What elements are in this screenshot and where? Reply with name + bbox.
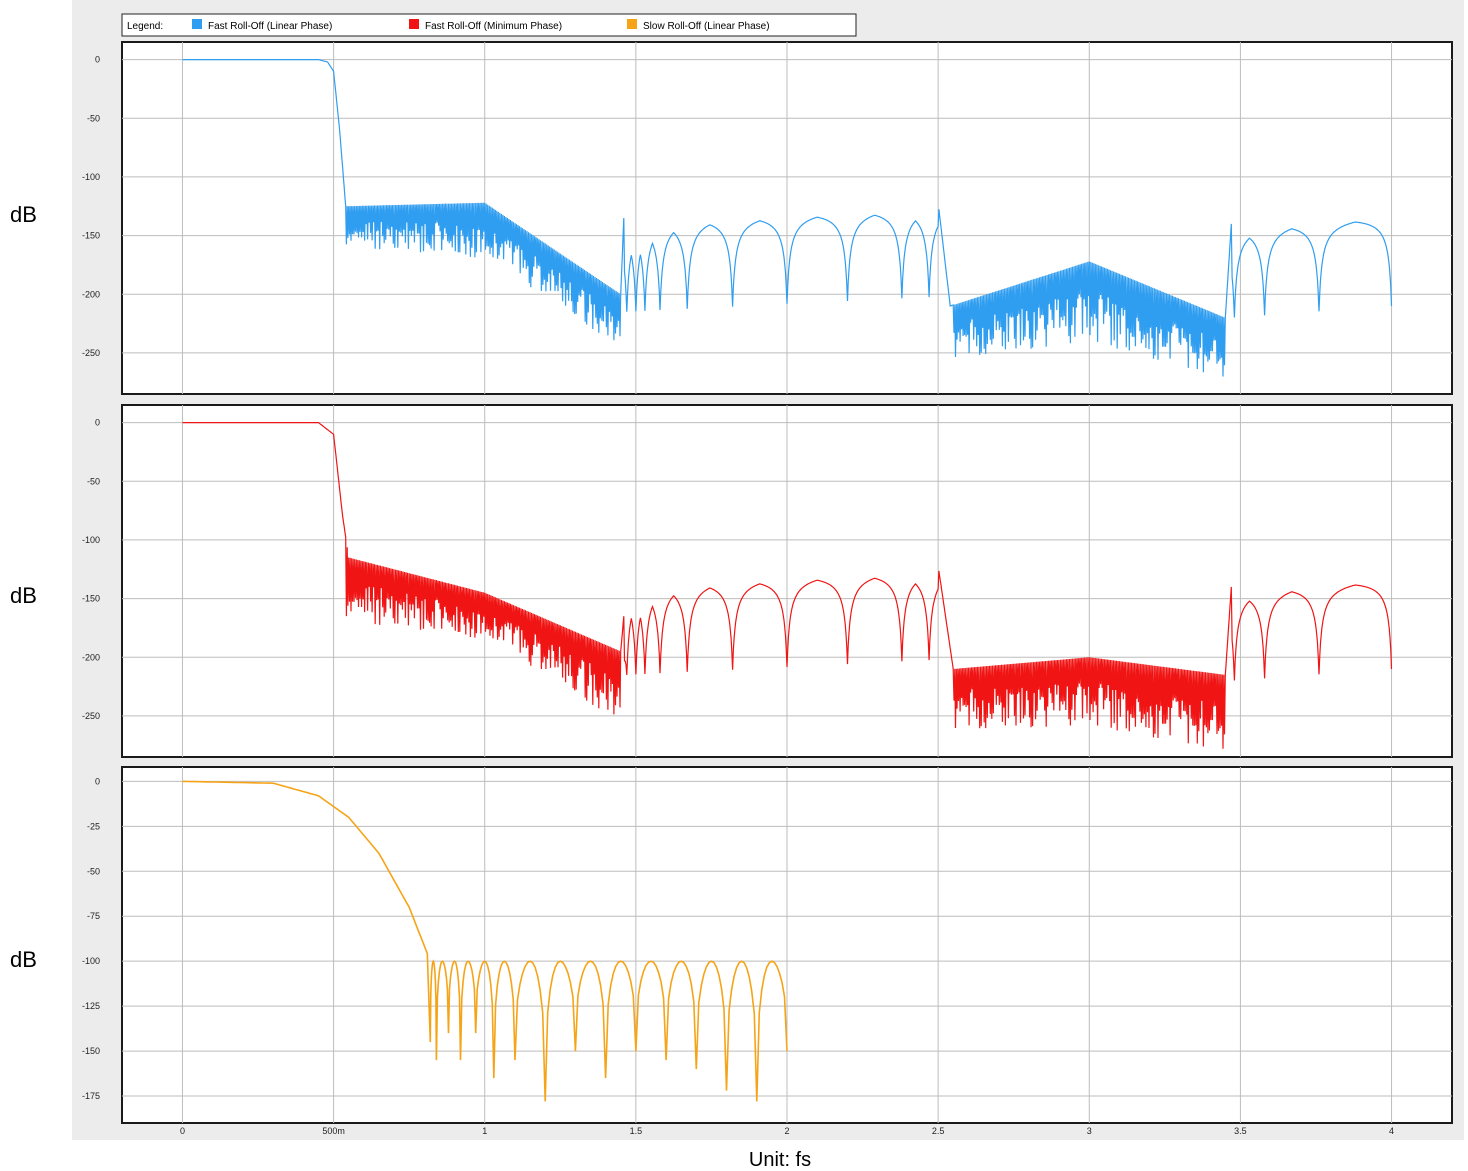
- x-tick-label: 500m: [322, 1126, 345, 1136]
- y-axis-label-1: dB: [10, 583, 37, 608]
- x-axis-label: Unit: fs: [749, 1149, 811, 1171]
- x-tick-label: 2: [784, 1126, 789, 1136]
- y-tick-label: -150: [82, 1046, 100, 1056]
- y-tick-label: -200: [82, 652, 100, 662]
- legend-entry-0: Fast Roll-Off (Linear Phase): [208, 21, 332, 32]
- y-tick-label: -50: [87, 476, 100, 486]
- y-tick-label: -150: [82, 594, 100, 604]
- series-line: [182, 422, 1393, 749]
- panel-slow-rolloff: 0 -25 -50 -75 -100 -125 -150 -175: [82, 766, 1453, 1124]
- legend-swatch-2: [627, 19, 637, 29]
- panel-linear-phase: 0 -50 -100 -150 -200 -250: [82, 41, 1453, 395]
- legend-swatch-1: [409, 19, 419, 29]
- x-tick-label: 4: [1389, 1126, 1394, 1136]
- legend-entry-1: Fast Roll-Off (Minimum Phase): [425, 21, 562, 32]
- y-tick-label: -100: [82, 172, 100, 182]
- legend-label: Legend:: [127, 21, 163, 32]
- y-tick-label: -25: [87, 821, 100, 831]
- y-tick-label: -100: [82, 956, 100, 966]
- y-tick-label: -250: [82, 711, 100, 721]
- y-tick-label: -150: [82, 231, 100, 241]
- series-line: [182, 780, 788, 1102]
- y-tick-label: 0: [95, 418, 100, 428]
- y-tick-label: -125: [82, 1001, 100, 1011]
- series-line: [182, 58, 1393, 377]
- legend-swatch-0: [192, 19, 202, 29]
- panel-minimum-phase: 0 -50 -100 -150 -200 -250: [82, 404, 1453, 758]
- x-tick-label: 0: [180, 1126, 185, 1136]
- legend-entry-2: Slow Roll-Off (Linear Phase): [643, 21, 770, 32]
- y-tick-label: -175: [82, 1091, 100, 1101]
- y-axis-label-0: dB: [10, 202, 37, 227]
- y-tick-label: 0: [95, 776, 100, 786]
- y-axis-label-2: dB: [10, 947, 37, 972]
- legend-box: [121, 13, 857, 37]
- x-tick-label: 3: [1087, 1126, 1092, 1136]
- y-tick-label: -250: [82, 348, 100, 358]
- y-tick-label: 0: [95, 55, 100, 65]
- x-axis: 0 500m 1 1.5 2 2.5 3 3.5 4: [180, 1126, 1394, 1136]
- x-tick-label: 1: [482, 1126, 487, 1136]
- legend: Legend: Fast Roll-Off (Linear Phase) Fas…: [121, 13, 857, 37]
- y-tick-label: -200: [82, 289, 100, 299]
- x-tick-label: 1.5: [630, 1126, 643, 1136]
- x-tick-label: 2.5: [932, 1126, 945, 1136]
- y-tick-label: -100: [82, 535, 100, 545]
- y-tick-label: -50: [87, 113, 100, 123]
- y-tick-label: -75: [87, 911, 100, 921]
- y-tick-label: -50: [87, 866, 100, 876]
- x-tick-label: 3.5: [1234, 1126, 1247, 1136]
